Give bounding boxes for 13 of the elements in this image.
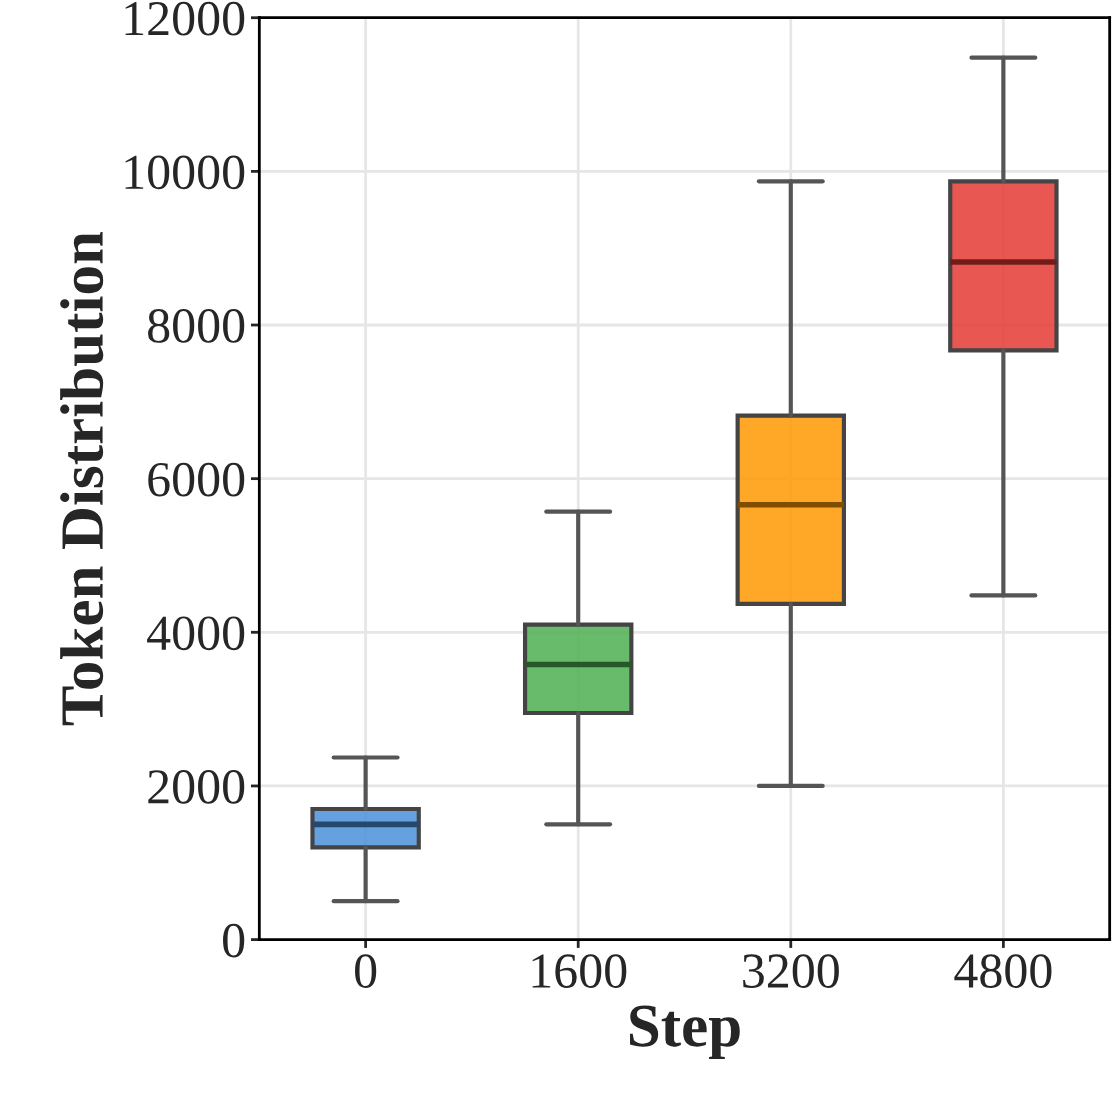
x-tick-label: 1600 bbox=[532, 954, 627, 988]
y-tick-label: 8000 bbox=[148, 309, 245, 343]
y-tick-label: 12000 bbox=[125, 1, 245, 36]
y-axis-title: Token Distribution bbox=[60, 231, 104, 726]
x-tick-label: 3200 bbox=[743, 954, 839, 988]
x-tick-label: 4800 bbox=[954, 954, 1052, 988]
x-tick-label: 0 bbox=[355, 954, 377, 988]
y-tick-label: 2000 bbox=[148, 770, 245, 804]
x-axis-title: Step bbox=[630, 1005, 740, 1060]
y-tick-label: 10000 bbox=[125, 155, 245, 190]
y-tick-label: 4000 bbox=[147, 616, 245, 651]
y-tick-label: 6000 bbox=[148, 462, 245, 497]
y-tick-label: 0 bbox=[223, 923, 245, 958]
